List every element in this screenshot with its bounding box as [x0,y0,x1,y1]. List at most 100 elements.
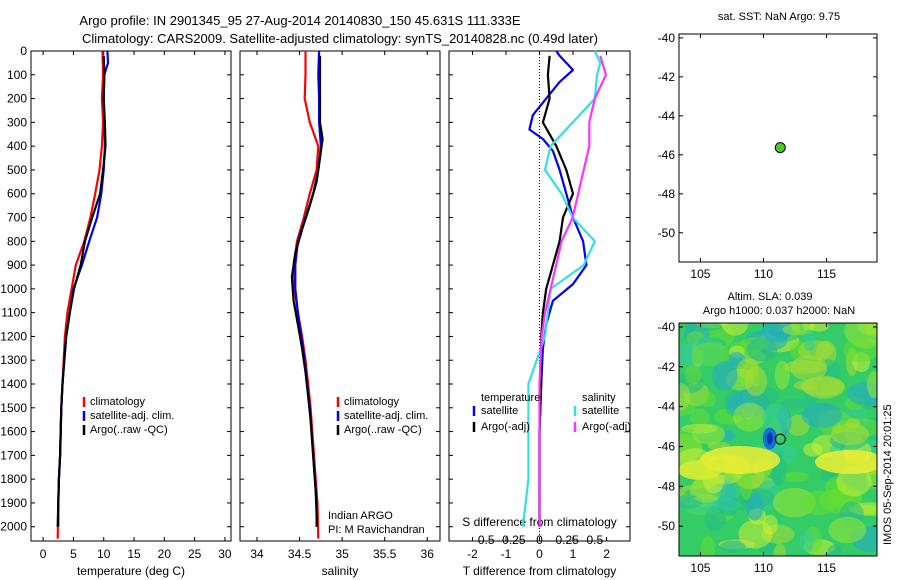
sla-blob [737,358,760,379]
sla-blob [797,340,834,360]
y-tick-label: -42 [658,70,676,84]
x-tick-label: 105 [690,267,710,281]
series-line-argo-adj- [538,55,608,527]
x-tick-label: 110 [754,267,773,281]
x-tick-label: 20 [158,547,172,561]
sla-blob [695,494,719,503]
series-line-climatology [56,50,105,539]
sla-blob [831,423,870,446]
x-tick-label: 30 [218,547,232,561]
s-tick-label: 0.5 [586,533,603,547]
legend-label-argo: Argo(..raw -QC) [90,424,168,436]
sla-blob [690,408,710,426]
s-tick-label: -0.25 [498,533,526,547]
x-tick-label: 105 [690,561,710,575]
depth-tick-label: 1600 [0,425,27,439]
sla-blob [779,398,813,409]
depth-tick-label: 1200 [0,329,27,343]
sla-blob [704,506,726,532]
s-tick-label: -0.5 [474,533,495,547]
temperature-panel: 0100200300400500600700800900100011001200… [0,44,232,578]
difference-legend: temperature salinity satellite Argo(-adj… [472,392,631,433]
sla-blob [799,530,814,554]
legend-label-climatology: climatology [344,396,400,408]
depth-tick-label: 0 [20,44,27,58]
legend-label-satellite: satellite-adj. clim. [90,410,174,422]
series-line-satellite-adj-clim- [57,50,110,527]
sla-map-panel: 105 110 115 -40 -42 -44 -46 -48 -50 [658,320,878,575]
x-tick-label: 115 [817,267,836,281]
sla-blob [836,466,872,497]
legend-label-s-satellite: satellite [582,405,619,417]
x-tick-label: 115 [817,561,836,575]
x-tick-label: 15 [127,547,141,561]
sla-blob [842,338,877,363]
sla-blob [783,360,827,374]
sla-blob [762,403,790,434]
y-tick-label: -48 [658,187,676,201]
depth-tick-label: 1000 [0,282,27,296]
sla-blob [828,516,867,544]
sla-blob [857,323,877,336]
sla-blob [700,391,716,408]
depth-tick-label: 1700 [0,448,27,462]
sla-blob [800,377,845,397]
sla-blob [827,544,843,556]
sla-blob [733,402,767,432]
x-tick-label: 25 [188,547,202,561]
x-tick-label: 35 [335,547,349,561]
depth-tick-label: 2000 [0,520,27,534]
x-axis-label: temperature (deg C) [77,564,185,578]
depth-tick-label: 1300 [0,353,27,367]
temperature-legend: climatology satellite-adj. clim. Argo(..… [82,396,174,436]
sla-blob [691,342,730,367]
legend-label-t-satellite: satellite [481,405,518,417]
x-tick-label: 2 [603,547,610,561]
sst-map-label: sat. SST: NaN Argo: 9.75 [718,11,840,23]
x-tick-label: 5 [70,547,77,561]
x-tick-label: 110 [754,561,773,575]
depth-tick-label: 400 [7,139,27,153]
depth-tick-label: 600 [7,187,27,201]
sla-map-label1: Altim. SLA: 0.039 [728,291,813,303]
figure-title-line2: Climatology: CARS2009. Satellite-adjuste… [82,31,598,46]
sla-blob [679,382,691,411]
x-tick-label: 1 [570,547,577,561]
legend-label-climatology: climatology [90,396,146,408]
legend-label-t-argo: Argo(-adj) [481,421,530,433]
sst-map-panel: 105 110 115 -40 -42 -44 -46 -48 -50 [658,31,878,281]
imos-stamp: IMOS 05-Sep-2014 20:01:25 [882,404,894,545]
difference-panel: -2 -1 0 1 2 T difference from climatology -0.5… [448,50,631,578]
argo-position-marker [774,433,786,445]
x-tick-label: 34.5 [288,547,312,561]
salinity-legend: climatology satellite-adj. clim. Argo(..… [328,396,428,536]
sla-blob [684,364,702,385]
y-tick-label: -50 [658,519,676,533]
legend-label-s-argo: Argo(-adj) [582,421,631,433]
depth-tick-label: 1800 [0,472,27,486]
depth-tick-label: 1400 [0,377,27,391]
map-frame [678,33,878,263]
depth-tick-label: 1900 [0,496,27,510]
sla-blob [719,540,746,553]
series-line-satellite-adj-clim- [294,50,322,527]
sla-blob [700,535,716,556]
depth-tick-label: 1100 [1,306,27,320]
legend-label-satellite: satellite-adj. clim. [344,410,428,422]
y-tick-label: -46 [658,439,676,453]
x-tick-label: 0 [536,547,543,561]
depth-tick-label: 700 [7,211,27,225]
sla-blob [866,371,877,399]
y-tick-label: -50 [658,226,676,240]
sla-field [679,323,877,556]
sla-blob [740,470,753,500]
sla-blob [746,338,778,362]
depth-tick-label: 1500 [0,401,27,415]
sla-blob [781,471,809,483]
sla-blob [692,423,725,445]
x-tick-label: 35.5 [373,547,397,561]
s-tick-label: 0.25 [555,533,579,547]
plot-frame [30,50,232,542]
sla-blob [722,323,749,336]
